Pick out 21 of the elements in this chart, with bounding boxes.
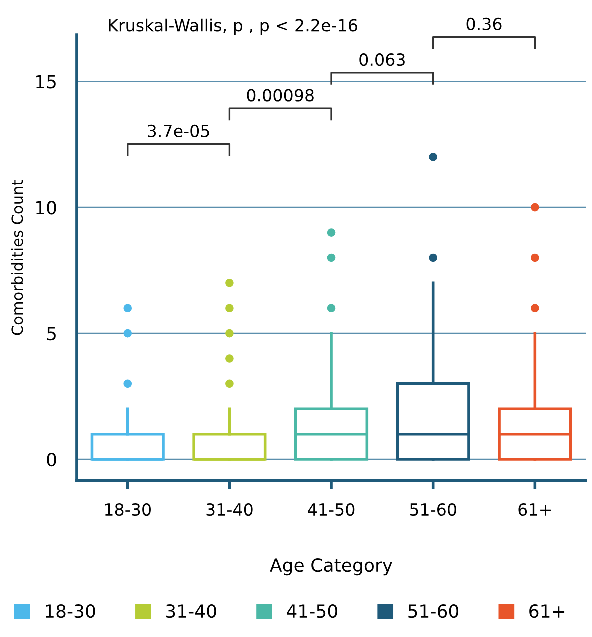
annotation: 0.063 [360, 54, 405, 66]
y-tick-label: 10 [36, 201, 56, 215]
legend-label: 18-30 [46, 604, 96, 618]
y-tick-label: 0 [47, 452, 56, 467]
x-axis-title: Age Category [270, 558, 393, 576]
y-tick-label: 5 [47, 327, 56, 341]
legend-label: 51-60 [408, 604, 459, 618]
legend-label: 41-50 [287, 604, 338, 618]
x-tick-label: 31-40 [206, 503, 253, 516]
y-axis-title: Comorbidities Count [11, 180, 24, 336]
x-tick-label: 18-30 [105, 503, 151, 516]
annotation: 3.7e-05 [148, 124, 210, 138]
annotation: Kruskal-Wallis, p , p < 2.2e-16 [109, 18, 358, 36]
y-tick-label: 15 [36, 75, 56, 89]
text: 0.36 [466, 18, 502, 30]
annotation: 0.00098 [247, 89, 314, 102]
legend-label: 61+ [530, 604, 565, 618]
x-tick-label: 51-60 [410, 503, 456, 516]
legend-label: 31-40 [166, 604, 216, 618]
x-tick-label: 41-50 [308, 503, 355, 516]
x-tick-label: 61+ [518, 503, 551, 516]
